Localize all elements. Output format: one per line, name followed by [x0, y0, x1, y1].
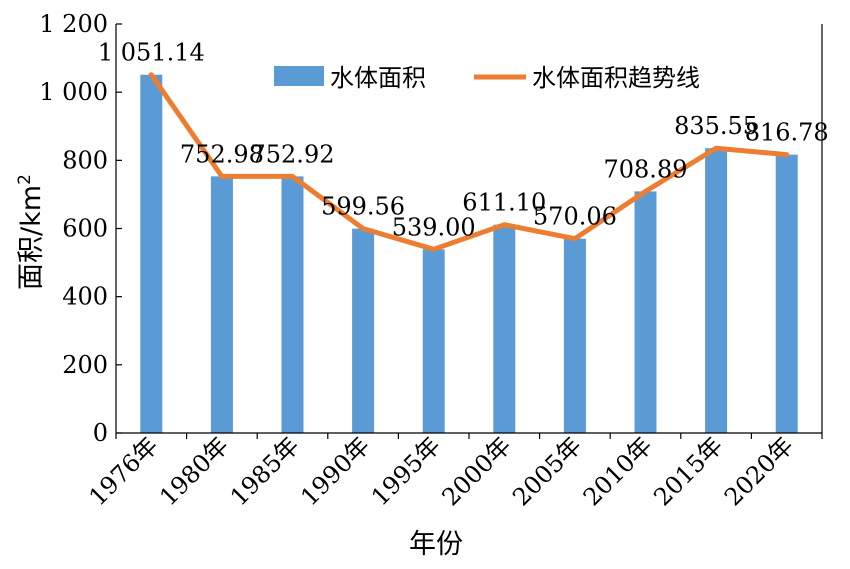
- x-tick-label-9: 2020年: [719, 431, 799, 511]
- data-label-6: 570.06: [533, 203, 617, 231]
- data-label-9: 816.78: [745, 119, 829, 147]
- x-tick-label-2: 1985年: [225, 431, 305, 511]
- x-tick-label-8: 2015年: [648, 431, 728, 511]
- y-tick-label-0: 0: [93, 419, 108, 447]
- y-tick-label-4: 800: [62, 146, 108, 174]
- legend-line-label: 水体面积趋势线: [532, 64, 700, 92]
- y-axis-title: 面积/km2: [15, 174, 47, 290]
- x-axis-title: 年份: [409, 529, 463, 560]
- data-label-3: 599.56: [321, 193, 405, 221]
- y-tick-label-2: 400: [62, 283, 108, 311]
- bar-8: [705, 148, 728, 433]
- bars-layer: [140, 74, 798, 434]
- x-tick-label-7: 2010年: [578, 431, 658, 511]
- x-tick-label-3: 1990年: [295, 431, 375, 511]
- x-tick-label-4: 1995年: [366, 431, 446, 511]
- bar-2: [281, 176, 304, 433]
- legend-bar-label: 水体面积: [330, 64, 426, 92]
- bar-9: [775, 154, 798, 434]
- y-tick-label-1: 200: [62, 351, 108, 379]
- data-label-8: 835.55: [674, 112, 758, 140]
- y-axis-title-main: 面积/km: [16, 185, 47, 290]
- data-label-4: 539.00: [392, 213, 476, 241]
- x-tick-label-5: 2000年: [437, 431, 517, 511]
- legend-bar-swatch: [274, 66, 324, 86]
- bar-0: [140, 74, 163, 433]
- legend: 水体面积 水体面积趋势线: [274, 64, 700, 92]
- data-label-5: 611.10: [462, 189, 546, 217]
- trend-line: [148, 72, 790, 252]
- y-tick-label-3: 600: [62, 215, 108, 243]
- data-label-2: 752.92: [251, 140, 335, 168]
- trend-line-layer: [148, 72, 790, 252]
- data-label-1: 752.98: [180, 140, 264, 168]
- bar-1: [210, 176, 233, 433]
- x-tick-label-1: 1980年: [154, 431, 234, 511]
- y-tick-label-6: 1 200: [39, 10, 108, 38]
- bar-3: [352, 228, 375, 433]
- bar-4: [422, 249, 445, 433]
- bar-6: [563, 238, 586, 433]
- y-tick-label-5: 1 000: [39, 78, 108, 106]
- data-label-7: 708.89: [604, 155, 688, 183]
- bar-5: [493, 224, 516, 433]
- bar-7: [634, 191, 657, 433]
- data-label-0: 1 051.14: [98, 39, 205, 67]
- x-tick-label-6: 2005年: [507, 431, 587, 511]
- y-axis-title-sup: 2: [15, 174, 35, 185]
